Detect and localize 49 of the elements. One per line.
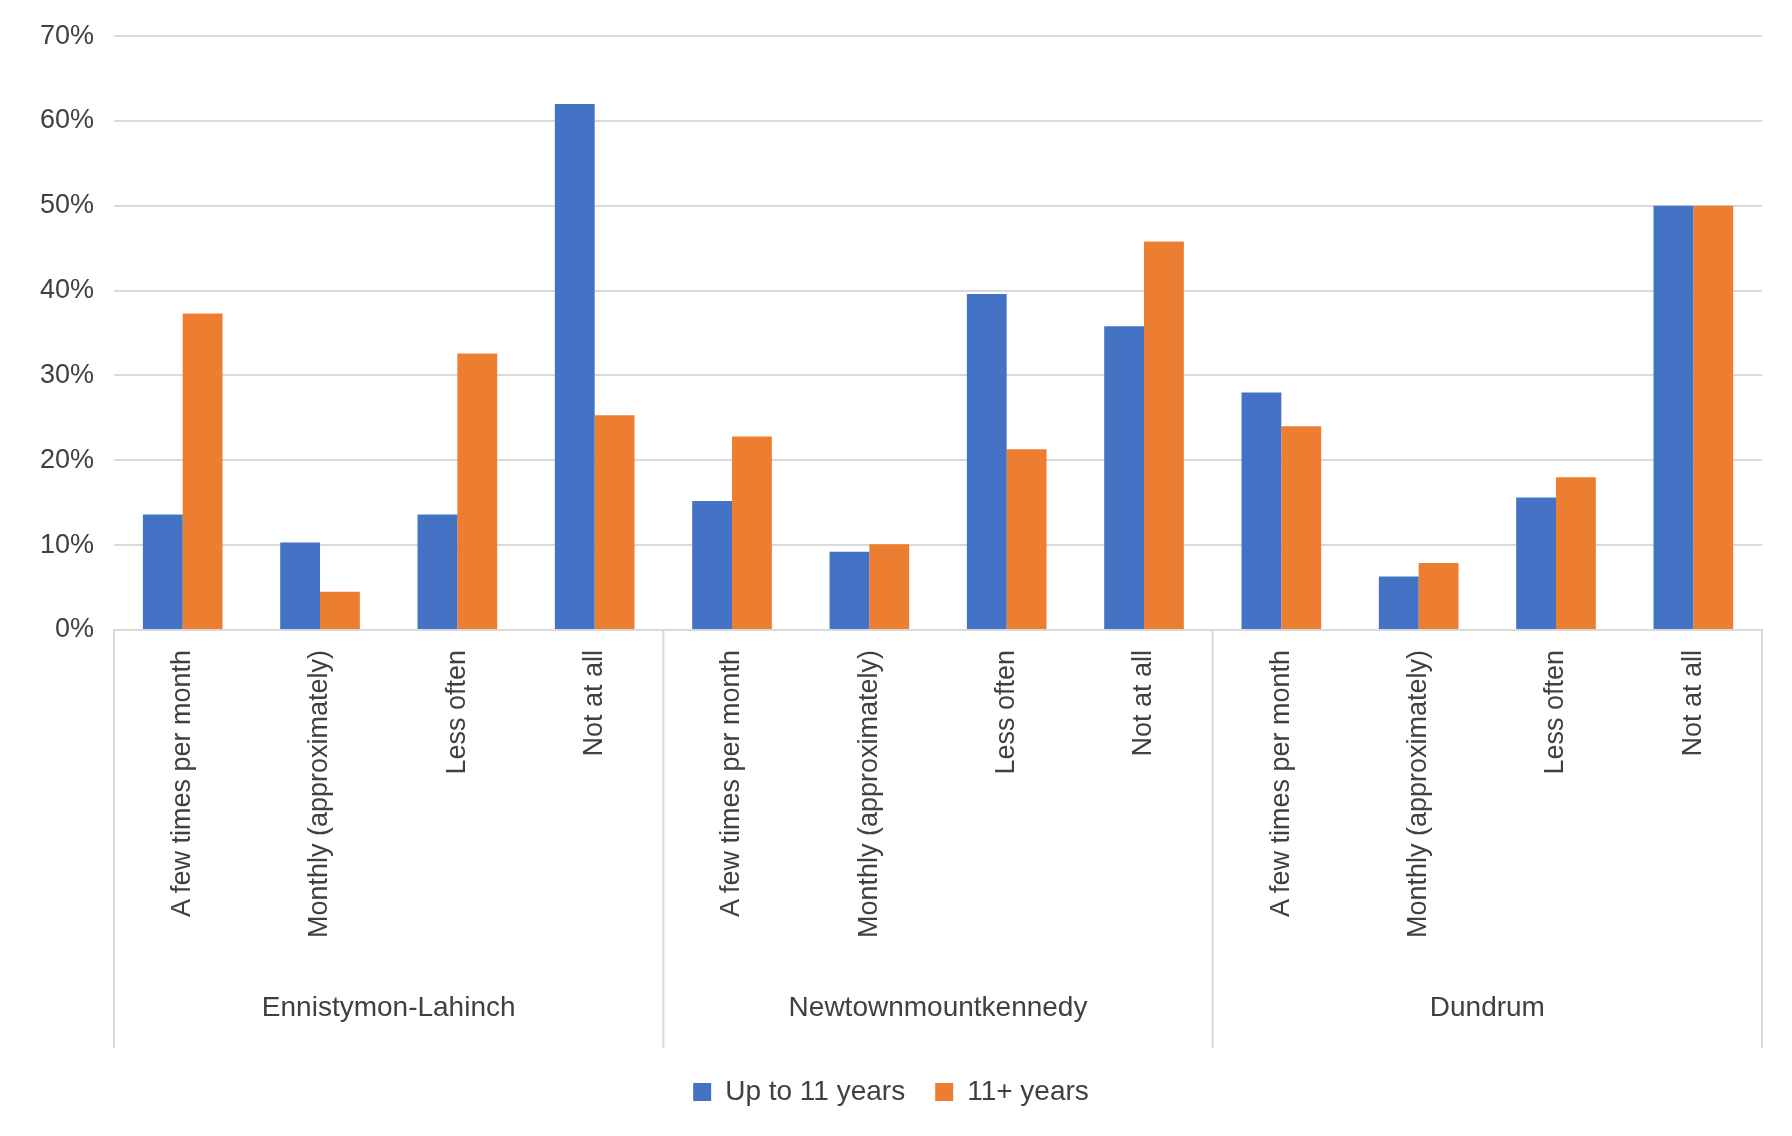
bar xyxy=(1693,205,1734,629)
bar xyxy=(142,514,183,629)
bar xyxy=(457,353,498,629)
x-tick-label: Less often xyxy=(1539,649,1570,775)
text: Newtownmountkennedy xyxy=(788,990,1088,1022)
y-tick-label: 60% xyxy=(39,104,95,135)
bar xyxy=(966,294,1007,629)
bar xyxy=(1556,477,1596,629)
x-tick-label: Monthly (approximately) xyxy=(303,649,334,939)
bar xyxy=(1653,205,1694,629)
x-tick-label: Monthly (approximately) xyxy=(1402,649,1433,939)
bar xyxy=(1516,497,1557,629)
y-tick-label: 50% xyxy=(39,189,95,220)
bar xyxy=(1104,326,1145,629)
y-tick-label: 0% xyxy=(55,613,95,644)
bar xyxy=(829,551,870,629)
bar xyxy=(1144,241,1184,629)
x-tick-label: Monthly (approximately) xyxy=(852,649,883,939)
bar xyxy=(417,514,458,629)
x-tick-label: A few times per month xyxy=(715,649,746,918)
y-tick-label: 20% xyxy=(39,443,95,474)
bar xyxy=(1418,562,1459,629)
x-tick-label: Not at all xyxy=(1676,649,1707,757)
text: Dundrum xyxy=(1429,990,1545,1022)
x-tick-label: A few times per month xyxy=(1264,649,1295,918)
x-tick-label: Less often xyxy=(440,649,471,775)
text: Ennistymon-Lahinch xyxy=(261,990,516,1022)
bar xyxy=(1241,392,1282,629)
bar xyxy=(182,313,223,629)
legend-label: Up to 11 years xyxy=(725,1074,906,1106)
bar xyxy=(1006,449,1047,629)
bar xyxy=(732,436,772,629)
bar xyxy=(280,542,321,629)
bar xyxy=(1378,576,1419,629)
legend-label: 11+ years xyxy=(967,1074,1089,1106)
x-tick-label: Less often xyxy=(990,649,1021,775)
bar xyxy=(869,544,910,629)
y-tick-label: 30% xyxy=(39,358,95,389)
x-tick-label: A few times per month xyxy=(166,649,197,918)
y-tick-label: 10% xyxy=(39,528,95,559)
x-tick-label: Not at all xyxy=(578,649,609,757)
y-tick-label: 40% xyxy=(39,274,95,305)
x-tick-label: Not at all xyxy=(1127,649,1158,757)
y-tick-label: 70% xyxy=(39,19,95,50)
bar xyxy=(554,104,595,629)
bar xyxy=(692,500,733,629)
bar xyxy=(320,591,360,629)
bar xyxy=(1281,426,1322,629)
bar xyxy=(594,415,635,629)
